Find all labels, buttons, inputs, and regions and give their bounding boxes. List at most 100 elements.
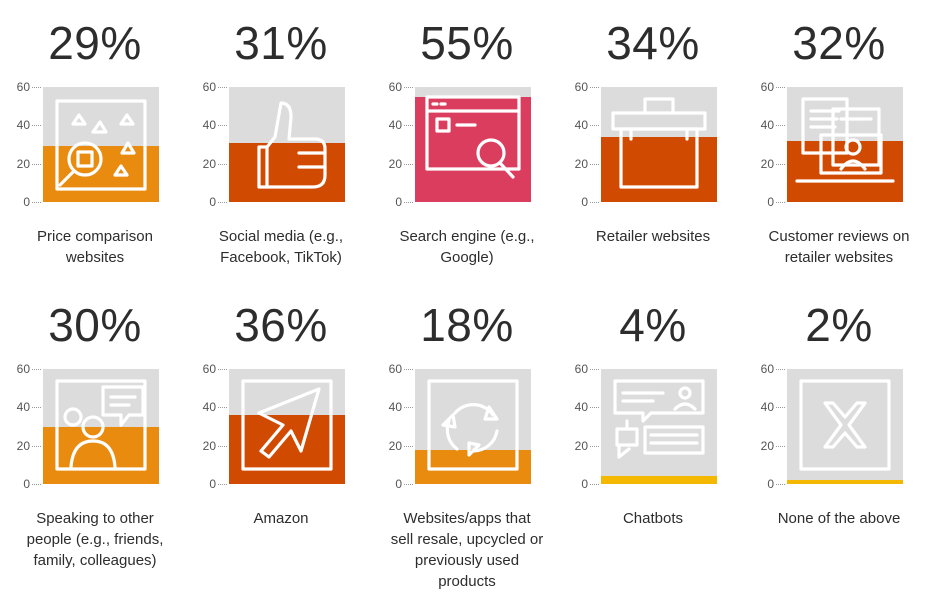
y-tick-label: 40 — [202, 400, 216, 415]
y-tick-mark — [218, 407, 227, 408]
y-tick-label: 40 — [760, 400, 774, 415]
y-tick-mark — [590, 202, 599, 203]
plot-area — [787, 369, 903, 484]
reviews-icon — [795, 97, 895, 183]
percent-label: 30% — [48, 299, 142, 351]
y-tick-label: 60 — [202, 362, 216, 376]
percent-label: 31% — [234, 17, 328, 69]
y-tick-label: 60 — [388, 80, 402, 94]
y-tick-mark — [776, 369, 785, 370]
y-tick-mark — [776, 446, 785, 447]
chart-panel: 2% 0 20 40 60 None of the above — [744, 282, 930, 572]
percent-label: 2% — [805, 299, 873, 351]
y-tick-label: 60 — [574, 80, 588, 94]
y-tick-mark — [590, 369, 599, 370]
percent-label: 18% — [420, 299, 514, 351]
y-tick-mark — [404, 202, 413, 203]
y-tick-mark — [776, 87, 785, 88]
bar — [43, 426, 159, 484]
y-tick-mark — [590, 484, 599, 485]
y-tick-mark — [776, 125, 785, 126]
y-tick-mark — [404, 87, 413, 88]
y-tick-mark — [776, 407, 785, 408]
y-tick-mark — [404, 407, 413, 408]
category-label: None of the above — [777, 510, 901, 527]
y-tick-mark — [32, 446, 41, 447]
y-tick-label: 20 — [574, 438, 588, 453]
y-tick-label: 0 — [581, 195, 588, 209]
category-label: Search engine (e.g., Google) — [399, 228, 535, 266]
y-tick-mark — [32, 125, 41, 126]
y-tick-mark — [218, 164, 227, 165]
y-tick-label: 20 — [202, 156, 216, 171]
y-tick-label: 60 — [574, 362, 588, 376]
chart-panel: 55% 0 20 40 60 Search engine (e.g., Google) — [372, 0, 558, 290]
thumbs-up-icon — [257, 101, 327, 189]
y-tick-label: 0 — [767, 477, 774, 491]
y-tick-mark — [218, 484, 227, 485]
y-tick-mark — [404, 446, 413, 447]
y-tick-label: 60 — [16, 362, 30, 376]
y-tick-mark — [404, 369, 413, 370]
y-tick-mark — [404, 484, 413, 485]
bar — [787, 480, 903, 484]
x-cross-icon — [799, 379, 891, 471]
y-tick-label: 20 — [388, 156, 402, 171]
y-tick-mark — [218, 202, 227, 203]
y-tick-label: 40 — [388, 118, 402, 133]
y-tick-mark — [218, 369, 227, 370]
y-tick-label: 40 — [574, 400, 588, 415]
plot-area — [43, 369, 159, 484]
chart-panel: 31% 0 20 40 60 Social media (e.g., Facebook, … — [186, 0, 372, 290]
y-tick-label: 20 — [202, 438, 216, 453]
y-tick-mark — [590, 164, 599, 165]
percent-label: 29% — [48, 17, 142, 69]
y-tick-label: 40 — [16, 400, 30, 415]
price-comparison-icon — [55, 99, 147, 191]
cursor-arrow-icon — [241, 379, 333, 471]
chart-panel: 4% 0 20 40 60 Chatbots — [558, 282, 744, 572]
bar — [601, 476, 717, 484]
plot-area — [601, 87, 717, 202]
category-label: Customer reviews on retailer websites — [768, 228, 910, 266]
y-tick-label: 0 — [209, 477, 216, 491]
chart-panel: 32% 0 20 40 60 Customer reviews on retailer w… — [744, 0, 930, 290]
plot-area — [43, 87, 159, 202]
y-tick-label: 40 — [202, 118, 216, 133]
y-tick-mark — [404, 125, 413, 126]
category-label: Retailer websites — [595, 228, 711, 245]
bar — [415, 96, 531, 202]
y-tick-label: 0 — [23, 477, 30, 491]
chart-panel: 34% 0 20 40 60 Retailer websites — [558, 0, 744, 290]
y-tick-label: 20 — [388, 438, 402, 453]
plot-area — [229, 369, 345, 484]
plot-area — [601, 369, 717, 484]
search-browser-icon — [425, 95, 521, 179]
recycle-icon — [427, 379, 519, 471]
y-tick-label: 40 — [16, 118, 30, 133]
plot-area — [415, 369, 531, 484]
y-tick-label: 40 — [388, 400, 402, 415]
y-tick-label: 40 — [760, 118, 774, 133]
y-tick-label: 20 — [760, 156, 774, 171]
y-tick-mark — [218, 446, 227, 447]
y-tick-label: 60 — [202, 80, 216, 94]
y-tick-mark — [590, 446, 599, 447]
y-tick-mark — [32, 369, 41, 370]
category-label: Amazon — [253, 510, 309, 527]
plot-area — [415, 87, 531, 202]
y-tick-label: 0 — [581, 477, 588, 491]
y-tick-mark — [404, 164, 413, 165]
y-tick-label: 20 — [574, 156, 588, 171]
y-tick-label: 20 — [16, 438, 30, 453]
bar — [229, 415, 345, 484]
y-tick-label: 60 — [760, 362, 774, 376]
plot-area — [787, 87, 903, 202]
chart-panel: 18% 0 20 40 60 Websites/apps that sell resale… — [372, 282, 558, 590]
y-tick-label: 60 — [388, 362, 402, 376]
category-label: Price comparison websites — [37, 228, 153, 266]
bar — [787, 140, 903, 202]
y-tick-mark — [776, 164, 785, 165]
percent-label: 55% — [420, 17, 514, 69]
